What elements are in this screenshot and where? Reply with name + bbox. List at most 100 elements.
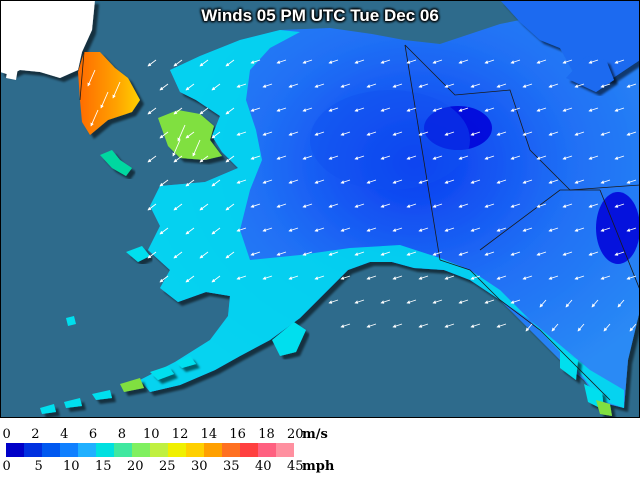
colorbar-swatch <box>78 443 97 457</box>
wind-arrow-icon <box>418 275 429 280</box>
wind-arrow-icon <box>314 275 325 280</box>
wind-arrow-icon <box>211 179 221 187</box>
wind-map <box>0 0 640 418</box>
wind-arrow-icon <box>366 275 377 280</box>
wind-arrow-icon <box>276 155 287 160</box>
wind-arrow-icon <box>262 275 273 280</box>
legend-mph-tick: 30 <box>191 459 208 474</box>
wind-arrow-icon <box>354 203 365 208</box>
colorbar-swatch <box>168 443 187 457</box>
wind-arrow-icon <box>510 59 521 64</box>
wind-arrow-icon <box>614 59 625 64</box>
colorbar-swatch <box>6 443 25 457</box>
legend-ms-unit: m/s <box>302 427 328 442</box>
wind-arrow-icon <box>484 203 495 208</box>
wind-arrow-icon <box>380 59 391 64</box>
legend-mph-tick: 10 <box>63 459 80 474</box>
wind-arrow-icon <box>173 59 183 67</box>
wind-arrow-icon <box>591 299 599 308</box>
wind-arrow-icon <box>147 107 157 115</box>
wind-arrow-icon <box>354 251 365 256</box>
colorbar-swatch <box>24 443 43 457</box>
wind-arrow-icon <box>562 107 573 112</box>
wind-arrow-icon <box>225 251 235 259</box>
colorbar-swatch <box>204 443 223 457</box>
wind-arrow-icon <box>366 227 377 232</box>
wind-arrow-icon <box>418 131 429 136</box>
wind-arrow-icon <box>574 131 585 136</box>
wind-arrow-icon <box>470 227 481 232</box>
wind-arrow-icon <box>159 83 169 91</box>
wind-arrow-icon <box>510 203 521 208</box>
wind-arrow-icon <box>177 124 186 142</box>
map-title: Winds 05 PM UTC Tue Dec 06 <box>201 6 439 25</box>
wind-arrow-icon <box>510 299 521 304</box>
wind-arrow-icon <box>574 227 585 232</box>
wind-arrow-icon <box>617 299 625 308</box>
wind-arrow-icon <box>147 155 157 163</box>
wind-arrow-icon <box>185 179 195 187</box>
wind-arrow-icon <box>536 59 547 64</box>
colorbar-swatch <box>132 443 151 457</box>
wind-arrow-icon <box>354 299 365 304</box>
legend-mph-tick: 25 <box>159 459 176 474</box>
wind-arrow-icon <box>600 275 611 280</box>
wind-arrow-icon <box>211 131 221 139</box>
st-lawrence-island <box>100 150 132 176</box>
wind-arrow-icon <box>366 83 377 88</box>
wind-arrow-icon <box>588 203 599 208</box>
wind-arrow-icon <box>470 131 481 136</box>
wind-arrow-icon <box>484 299 495 304</box>
wind-arrow-icon <box>614 251 625 256</box>
wind-arrow-icon <box>236 275 247 280</box>
wind-arrow-icon <box>444 179 455 184</box>
wind-arrow-icon <box>600 179 611 184</box>
wind-arrows <box>87 59 637 332</box>
wind-arrow-icon <box>225 155 235 163</box>
low-wind-core-yukon <box>424 106 492 150</box>
wind-arrow-icon <box>522 179 533 184</box>
wind-arrow-icon <box>444 323 455 328</box>
wind-arrow-icon <box>444 275 455 280</box>
wind-arrow-icon <box>603 323 611 332</box>
pribilof-island <box>66 316 76 326</box>
wind-arrow-icon <box>458 155 469 160</box>
wind-arrow-icon <box>574 275 585 280</box>
wind-arrow-icon <box>470 83 481 88</box>
wind-arrow-icon <box>236 83 247 88</box>
wind-arrow-icon <box>288 227 299 232</box>
small-island-left <box>6 66 18 80</box>
wind-arrow-icon <box>112 81 121 99</box>
wind-arrow-icon <box>159 131 169 139</box>
wind-arrow-icon <box>565 299 573 308</box>
wind-arrow-icon <box>522 227 533 232</box>
wind-arrow-icon <box>340 275 351 280</box>
wind-arrow-icon <box>211 227 221 235</box>
wind-arrow-icon <box>392 83 403 88</box>
wind-arrow-icon <box>288 83 299 88</box>
legend-ms-tick: 6 <box>88 427 98 442</box>
wind-arrow-icon <box>510 155 521 160</box>
wind-arrow-icon <box>288 275 299 280</box>
legend-mph-tick: 20 <box>127 459 144 474</box>
wind-arrow-icon <box>562 59 573 64</box>
wind-arrow-icon <box>340 179 351 184</box>
legend-mph-tick: 40 <box>255 459 272 474</box>
wind-arrow-icon <box>380 203 391 208</box>
wind-arrow-icon <box>522 131 533 136</box>
wind-arrow-icon <box>626 83 637 88</box>
wind-arrow-icon <box>199 251 209 259</box>
wind-arrow-icon <box>626 227 637 232</box>
colorbar-swatch <box>42 443 61 457</box>
wind-arrow-icon <box>100 91 109 109</box>
wind-arrow-icon <box>302 251 313 256</box>
wind-arrow-icon <box>432 299 443 304</box>
wind-arrow-icon <box>470 323 481 328</box>
wind-arrow-icon <box>484 107 495 112</box>
legend: 0 2 4 6 8 10 12 14 16 18 20 m/s 0 5 10 15 20 25 30 35 40 45… <box>0 418 640 480</box>
wind-arrow-icon <box>588 155 599 160</box>
wind-arrow-icon <box>314 131 325 136</box>
wind-arrow-icon <box>470 275 481 280</box>
wind-arrow-icon <box>236 227 247 232</box>
wind-arrow-icon <box>90 109 99 127</box>
